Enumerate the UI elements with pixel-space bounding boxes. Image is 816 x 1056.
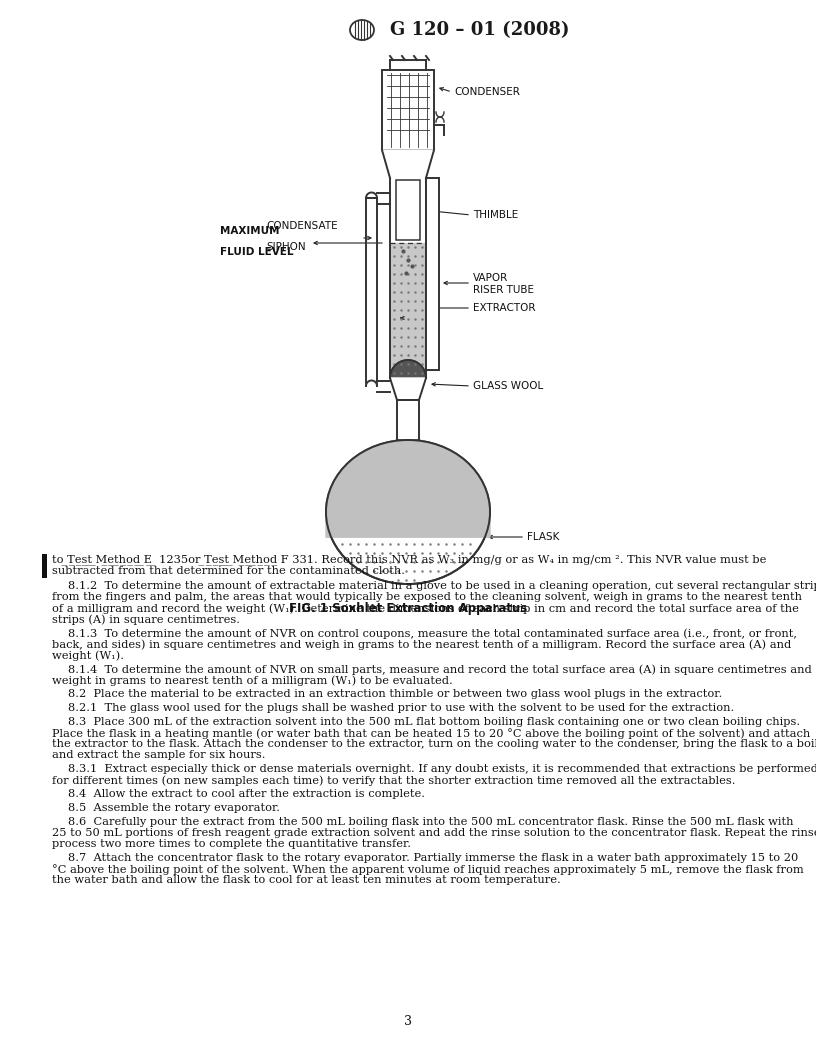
Text: 8.7  Attach the concentrator flask to the rotary evaporator. Partially immerse t: 8.7 Attach the concentrator flask to the… bbox=[68, 853, 798, 863]
Ellipse shape bbox=[350, 20, 374, 40]
Text: GLASS WOOL: GLASS WOOL bbox=[473, 381, 543, 391]
Polygon shape bbox=[366, 380, 377, 386]
Text: and extract the sample for six hours.: and extract the sample for six hours. bbox=[52, 750, 265, 760]
Text: CONDENSATE: CONDENSATE bbox=[266, 221, 338, 231]
Text: 8.2  Place the material to be extracted in an extraction thimble or between two : 8.2 Place the material to be extracted i… bbox=[68, 689, 722, 699]
Text: THIMBLE: THIMBLE bbox=[473, 210, 518, 220]
Text: FLASK: FLASK bbox=[527, 532, 560, 542]
Text: weight (W₁).: weight (W₁). bbox=[52, 650, 124, 661]
Bar bbox=[42, 554, 47, 578]
Text: to ̲T̲e̲s̲t̲ ̲M̲e̲t̲h̲o̲d̲ ̲E̲ ̲ 1235or ̲T̲e̲s̲t̲ ̲M̲e̲t̲h̲o̲d̲ F 331. Record th: to ̲T̲e̲s̲t̲ ̲M̲e̲t̲h̲o̲d̲ ̲E̲ ̲ 1235or … bbox=[52, 554, 766, 565]
Text: Place the flask in a heating mantle (or water bath that can be heated 15 to 20 °: Place the flask in a heating mantle (or … bbox=[52, 728, 810, 739]
Text: FIG. 1 Soxhlet Extraction Apparatus: FIG. 1 Soxhlet Extraction Apparatus bbox=[289, 602, 527, 615]
Text: the water bath and allow the flask to cool for at least ten minutes at room temp: the water bath and allow the flask to co… bbox=[52, 875, 561, 885]
Text: strips (A) in square centimetres.: strips (A) in square centimetres. bbox=[52, 614, 240, 624]
Polygon shape bbox=[326, 440, 490, 538]
Polygon shape bbox=[377, 192, 390, 204]
Text: 8.2.1  The glass wool used for the plugs shall be washed prior to use with the s: 8.2.1 The glass wool used for the plugs … bbox=[68, 703, 734, 713]
Bar bbox=[396, 180, 420, 240]
Text: 8.1.2  To determine the amount of extractable material in a glove to be used in : 8.1.2 To determine the amount of extract… bbox=[68, 581, 816, 591]
Bar bbox=[426, 178, 439, 370]
Text: of a milligram and record the weight (W₁). Determine the dimensions of each stri: of a milligram and record the weight (W₁… bbox=[52, 603, 799, 614]
Text: subtracted from that determined for the contaminated cloth.: subtracted from that determined for the … bbox=[52, 566, 405, 576]
Text: RISER TUBE: RISER TUBE bbox=[473, 285, 534, 295]
Text: FLUID LEVEL: FLUID LEVEL bbox=[220, 247, 294, 257]
Text: CONDENSER: CONDENSER bbox=[454, 87, 520, 97]
Text: back, and sides) in square centimetres and weigh in grams to the nearest tenth o: back, and sides) in square centimetres a… bbox=[52, 639, 792, 649]
Text: °C above the boiling point of the solvent. When the apparent volume of liquid re: °C above the boiling point of the solven… bbox=[52, 864, 804, 874]
Polygon shape bbox=[391, 243, 425, 378]
Text: from the fingers and palm, the areas that would typically be exposed to the clea: from the fingers and palm, the areas tha… bbox=[52, 592, 802, 602]
Text: weight in grams to nearest tenth of a milligram (W₁) to be evaluated.: weight in grams to nearest tenth of a mi… bbox=[52, 675, 453, 685]
Text: for different times (on new samples each time) to verify that the shorter extrac: for different times (on new samples each… bbox=[52, 775, 735, 786]
Text: 8.1.3  To determine the amount of NVR on control coupons, measure the total cont: 8.1.3 To determine the amount of NVR on … bbox=[68, 628, 797, 639]
Text: 8.1.4  To determine the amount of NVR on small parts, measure and record the tot: 8.1.4 To determine the amount of NVR on … bbox=[68, 664, 812, 675]
Text: the extractor to the flask. Attach the condenser to the extractor, turn on the c: the extractor to the flask. Attach the c… bbox=[52, 739, 816, 749]
Text: 3: 3 bbox=[404, 1015, 412, 1027]
Text: process two more times to complete the quantitative transfer.: process two more times to complete the q… bbox=[52, 840, 411, 849]
Text: MAXIMUM: MAXIMUM bbox=[220, 226, 280, 235]
Polygon shape bbox=[382, 150, 434, 178]
Text: 8.3.1  Extract especially thick or dense materials overnight. If any doubt exist: 8.3.1 Extract especially thick or dense … bbox=[68, 763, 816, 774]
Bar bbox=[397, 400, 419, 440]
Text: G 120 – 01 (2008): G 120 – 01 (2008) bbox=[390, 21, 570, 39]
Text: 8.3  Place 300 mL of the extraction solvent into the 500 mL flat bottom boiling : 8.3 Place 300 mL of the extraction solve… bbox=[68, 717, 800, 727]
Text: EXTRACTOR: EXTRACTOR bbox=[473, 303, 535, 313]
Text: 25 to 50 mL portions of fresh reagent grade extraction solvent and add the rinse: 25 to 50 mL portions of fresh reagent gr… bbox=[52, 828, 816, 838]
Polygon shape bbox=[390, 360, 426, 378]
Text: 8.6  Carefully pour the extract from the 500 mL boiling flask into the 500 mL co: 8.6 Carefully pour the extract from the … bbox=[68, 817, 793, 827]
Polygon shape bbox=[390, 378, 426, 400]
Polygon shape bbox=[377, 380, 390, 392]
Polygon shape bbox=[366, 192, 377, 199]
Text: VAPOR: VAPOR bbox=[473, 274, 508, 283]
Ellipse shape bbox=[326, 440, 490, 584]
Text: 8.5  Assemble the rotary evaporator.: 8.5 Assemble the rotary evaporator. bbox=[68, 803, 280, 813]
Text: SIPHON: SIPHON bbox=[266, 242, 306, 252]
Bar bbox=[382, 70, 434, 150]
Text: 8.4  Allow the extract to cool after the extraction is complete.: 8.4 Allow the extract to cool after the … bbox=[68, 789, 425, 799]
